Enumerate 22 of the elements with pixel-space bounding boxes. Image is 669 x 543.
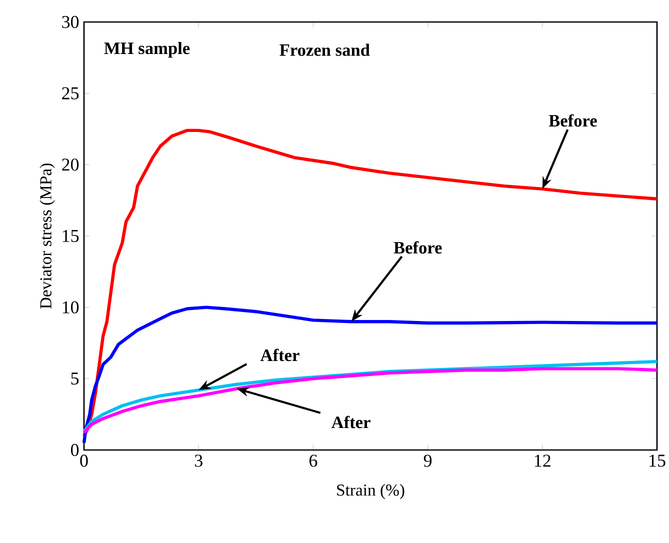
line-series — [82, 306, 659, 444]
x-tick-label: 15 — [650, 454, 666, 467]
x-tick-label: 6 — [309, 454, 318, 467]
y-tick-label: 25 — [62, 87, 79, 100]
x-tick-label: 9 — [424, 454, 432, 467]
x-tick-label: 3 — [194, 454, 202, 467]
text: After — [331, 416, 370, 428]
y-tick-label: 5 — [71, 372, 79, 385]
annotation: MH sample — [104, 42, 190, 58]
x-axis-title: Strain (%) — [337, 484, 404, 500]
y-tick-label: 10 — [62, 301, 79, 314]
annotation: Frozen sand — [280, 44, 370, 56]
y-axis-title: Deviator stress (MPa) — [40, 164, 55, 309]
series-label: After — [260, 348, 300, 362]
y-tick-label: 0 — [70, 444, 79, 456]
x-tick-label: 0 — [80, 454, 88, 467]
text: Before — [394, 241, 442, 254]
y-tick-label: 15 — [62, 230, 79, 242]
y-tick-label: 20 — [62, 158, 79, 171]
y-tick-label: 30 — [62, 16, 79, 28]
x-tick-label: 12 — [534, 454, 550, 467]
text: Before — [548, 114, 597, 127]
